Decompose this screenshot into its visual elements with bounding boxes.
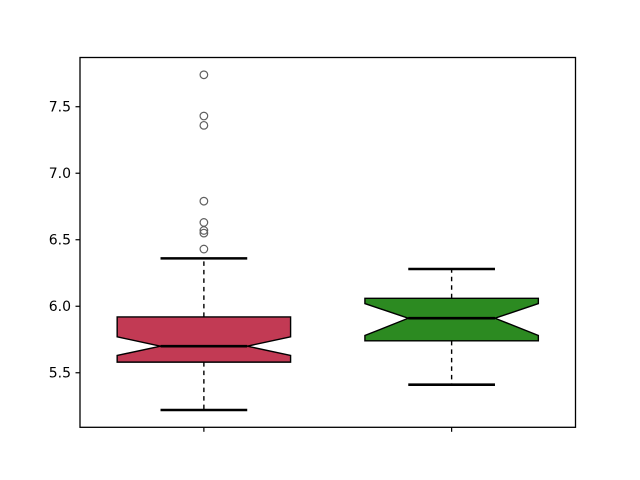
axes-frame: [79, 56, 577, 428]
flier-point: [199, 111, 209, 121]
y-tick-label: 6.0: [49, 299, 71, 315]
flier-point: [199, 244, 209, 254]
notched-box: [364, 297, 540, 342]
flier-point: [199, 218, 209, 227]
y-tick-label: 6.5: [49, 232, 71, 248]
flier-point: [199, 70, 209, 80]
flier-point: [199, 120, 209, 130]
y-tick-label: 7.5: [49, 99, 71, 115]
y-tick-label: 5.5: [49, 366, 71, 382]
flier-point: [199, 196, 209, 206]
flier-point: [199, 228, 209, 238]
y-tick-label: 7.0: [49, 166, 71, 182]
notched-box: [116, 316, 292, 363]
